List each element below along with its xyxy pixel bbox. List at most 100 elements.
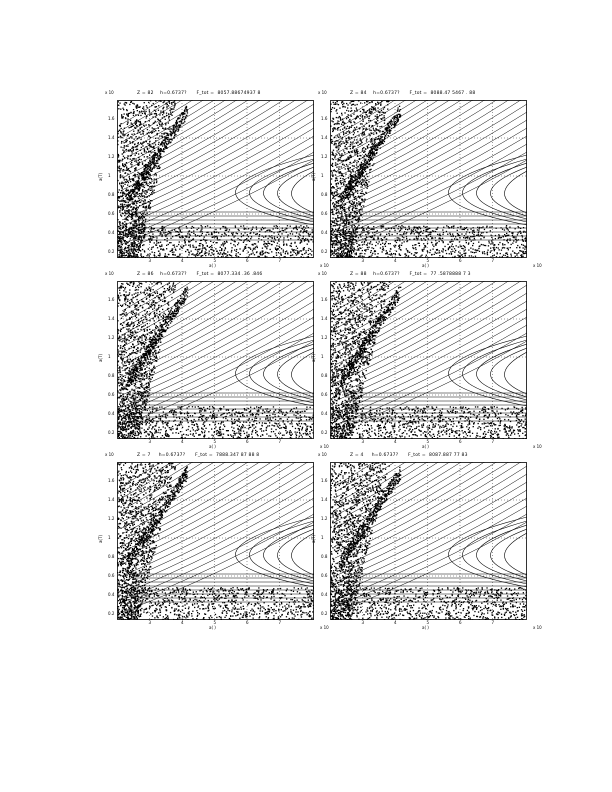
dense-contour-region: [372, 232, 374, 234]
dense-contour-region: [366, 114, 368, 116]
dense-contour-region: [376, 114, 378, 116]
dense-contour-region: [413, 238, 415, 240]
dense-contour-region: [128, 253, 130, 256]
dense-contour-region: [366, 183, 368, 185]
dense-contour-region: [123, 127, 126, 129]
dense-contour-region: [363, 108, 365, 111]
dense-contour-region: [150, 226, 153, 229]
dense-contour-region: [119, 222, 121, 224]
plot-frame: [117, 100, 314, 258]
dense-contour-region: [365, 239, 367, 242]
dense-contour-region: [333, 195, 335, 197]
dense-contour-region: [121, 247, 123, 249]
dense-contour-region: [150, 131, 152, 133]
dense-contour-region: [250, 232, 252, 234]
dense-contour-region: [344, 112, 346, 114]
dense-contour-region: [390, 227, 392, 230]
dense-contour-region: [336, 229, 338, 232]
dense-contour-region: [154, 142, 156, 144]
dense-contour-region: [120, 225, 122, 227]
dense-contour-region: [362, 179, 364, 181]
dense-contour-region: [145, 206, 148, 209]
dense-contour-region: [333, 107, 336, 109]
dense-contour-region: [179, 125, 181, 127]
dense-contour-region: [154, 174, 156, 176]
dense-contour-region: [279, 236, 282, 238]
dense-contour-region: [125, 243, 127, 245]
dense-contour-region: [498, 234, 500, 236]
dense-contour-region: [426, 226, 428, 228]
dense-contour-region: [417, 228, 419, 230]
dense-contour-region: [342, 131, 345, 133]
dense-contour-region: [248, 254, 251, 256]
dense-contour-region: [413, 226, 416, 228]
dense-contour-region: [172, 130, 174, 132]
dense-contour-region: [333, 144, 335, 146]
dense-contour-region: [120, 190, 123, 192]
dense-contour-region: [149, 202, 151, 204]
dense-contour-region: [350, 151, 353, 153]
dense-contour-region: [338, 226, 341, 228]
dense-contour-region: [130, 236, 133, 238]
dense-contour-region: [151, 185, 154, 187]
dense-contour-region: [139, 244, 141, 246]
dense-contour-region: [391, 233, 393, 236]
contour-line: [121, 100, 238, 167]
dense-contour-region: [132, 191, 134, 193]
dense-contour-region: [231, 233, 234, 236]
dense-contour-region: [336, 193, 338, 195]
dense-contour-region: [172, 236, 174, 238]
dense-contour-region: [136, 187, 138, 189]
dense-contour-region: [333, 240, 336, 242]
dense-contour-region: [161, 150, 164, 152]
dense-contour-region: [137, 251, 139, 253]
dense-contour-region: [399, 240, 401, 242]
dense-contour-region: [134, 168, 136, 170]
dense-contour-region: [149, 200, 152, 202]
dense-contour-region: [119, 200, 121, 202]
dense-contour-region: [151, 251, 153, 253]
dense-contour-region: [147, 231, 150, 233]
dense-contour-region: [145, 110, 147, 113]
dense-contour-region: [442, 249, 445, 251]
dense-contour-region: [159, 166, 161, 169]
dense-contour-region: [473, 233, 475, 236]
dense-contour-region: [351, 247, 353, 249]
dense-contour-region: [129, 149, 131, 151]
dense-contour-region: [347, 104, 349, 106]
dense-contour-region: [464, 249, 466, 251]
dense-contour-region: [144, 168, 146, 170]
dense-contour-region: [358, 210, 360, 212]
dense-contour-region: [134, 221, 136, 223]
dense-contour-region: [331, 170, 333, 172]
dense-contour-region: [363, 109, 365, 111]
dense-contour-region: [343, 105, 345, 108]
dense-contour-region: [267, 237, 269, 240]
dense-contour-region: [150, 113, 152, 115]
dense-contour-region: [347, 251, 349, 253]
dense-contour-region: [123, 179, 125, 181]
dense-contour-region: [296, 228, 298, 231]
dense-contour-region: [422, 232, 424, 234]
dense-contour-region: [133, 249, 136, 251]
dense-contour-region: [297, 236, 299, 238]
dense-contour-region: [350, 121, 352, 123]
dense-contour-region: [434, 251, 436, 253]
dense-contour-region: [121, 244, 123, 246]
dense-contour-region: [160, 100, 162, 102]
dense-contour-region: [335, 235, 337, 238]
dense-contour-region: [127, 149, 129, 151]
dense-contour-region: [335, 140, 337, 142]
dense-contour-region: [118, 221, 120, 223]
dense-contour-region: [337, 104, 340, 106]
dense-contour-region: [355, 196, 357, 198]
dense-contour-region: [367, 163, 369, 165]
dense-contour-region: [266, 248, 268, 250]
dense-contour-region: [182, 116, 184, 118]
dense-contour-region: [186, 110, 188, 113]
dense-contour-region: [412, 247, 414, 249]
dense-contour-region: [194, 248, 197, 251]
dense-contour-region: [368, 246, 370, 248]
dense-contour-region: [346, 131, 348, 133]
dense-contour-region: [121, 187, 123, 189]
